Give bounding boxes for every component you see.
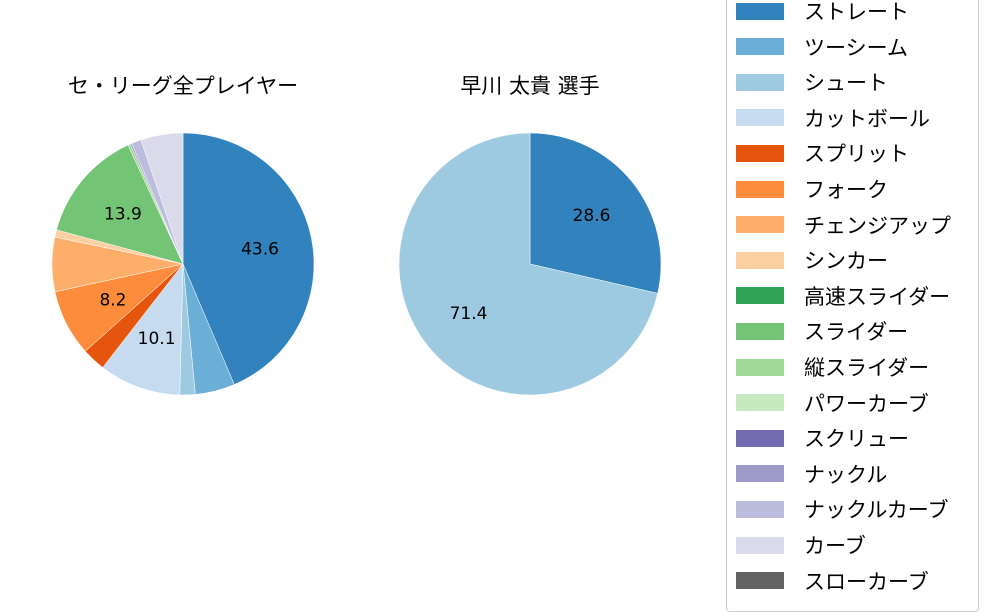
legend-swatch (736, 500, 784, 518)
right-chart-title: 早川 太貴 選手 (460, 74, 600, 98)
legend-label: スローカーブ (804, 569, 929, 594)
legend-swatch (736, 536, 784, 554)
legend-item: シュート (736, 67, 888, 97)
legend-item: ストレート (736, 0, 909, 26)
slice-label: 10.1 (138, 329, 176, 349)
slice-label: 13.9 (104, 204, 142, 224)
legend-label: カーブ (804, 534, 866, 558)
legend-swatch (736, 322, 784, 340)
legend-swatch (736, 465, 784, 483)
legend-swatch (736, 73, 784, 91)
legend-label: チェンジアップ (804, 213, 951, 238)
legend-item: フォーク (736, 174, 888, 204)
legend-label: シンカー (804, 249, 888, 274)
league-pie-chart: 43.6 10.1 8.2 13.9 (51, 132, 315, 396)
legend-swatch (736, 144, 784, 162)
pie-charts: 43.6 10.1 8.2 13.9 28.6 71.4 (51, 132, 662, 396)
legend-item: ナックル (736, 459, 887, 489)
legend-swatch (736, 394, 784, 412)
legend-item: パワーカーブ (736, 388, 929, 418)
legend-swatch (736, 251, 784, 269)
legend-swatch (736, 358, 784, 376)
legend-item: スローカーブ (736, 566, 929, 596)
legend-swatch (736, 572, 784, 590)
pie-slice (56, 144, 184, 265)
legend-item: カーブ (736, 530, 866, 560)
legend-label: ナックルカーブ (804, 498, 949, 523)
legend-item: カットボール (736, 103, 930, 133)
legend-label: スプリット (804, 142, 909, 167)
legend-swatch (736, 216, 784, 234)
legend-label: フォーク (804, 178, 888, 202)
legend-item: シンカー (736, 245, 888, 275)
pie-slice (102, 263, 184, 396)
slice-label: 28.6 (573, 206, 611, 226)
legend-swatch (736, 180, 784, 198)
pie-slice (182, 132, 315, 385)
legend-item: 高速スライダー (736, 281, 950, 311)
legend: ストレートツーシームシュートカットボール スプリットフォークチェンジアップ シンカー… (726, 0, 979, 612)
legend-item: ナックルカーブ (736, 494, 948, 524)
legend-swatch (736, 429, 784, 447)
legend-label: 高速スライダー (804, 284, 951, 309)
slice-label: 71.4 (450, 304, 488, 324)
legend-label: シュート (804, 71, 888, 96)
player-pie-chart: 28.6 71.4 (398, 132, 662, 396)
legend-item: ツーシーム (736, 32, 908, 62)
legend-label: パワーカーブ (804, 391, 929, 416)
legend-label: スクリュー (804, 427, 909, 452)
pie-slice (529, 132, 662, 294)
pie-slice (140, 132, 184, 265)
legend-label: ナックル (804, 462, 888, 487)
legend-item: スライダー (736, 316, 908, 346)
legend-item: スプリット (736, 138, 909, 168)
slice-label: 8.2 (99, 291, 126, 311)
pie-slice (398, 132, 658, 396)
legend-item: 縦スライダー (736, 352, 929, 382)
legend-label: 縦スライダー (804, 356, 930, 380)
legend-label: スライダー (804, 320, 909, 345)
slice-label: 43.6 (241, 239, 279, 259)
left-chart-title: セ・リーグ全プレイヤー (67, 74, 299, 98)
legend-label: ツーシーム (804, 35, 908, 60)
legend-item: スクリュー (736, 423, 909, 453)
legend-swatch (736, 287, 784, 305)
legend-swatch (736, 38, 784, 56)
legend-item: チェンジアップ (736, 210, 951, 240)
legend-label: ストレート (804, 0, 909, 24)
legend-label: カットボール (804, 106, 930, 131)
legend-swatch (736, 2, 784, 20)
legend-swatch (736, 109, 784, 127)
